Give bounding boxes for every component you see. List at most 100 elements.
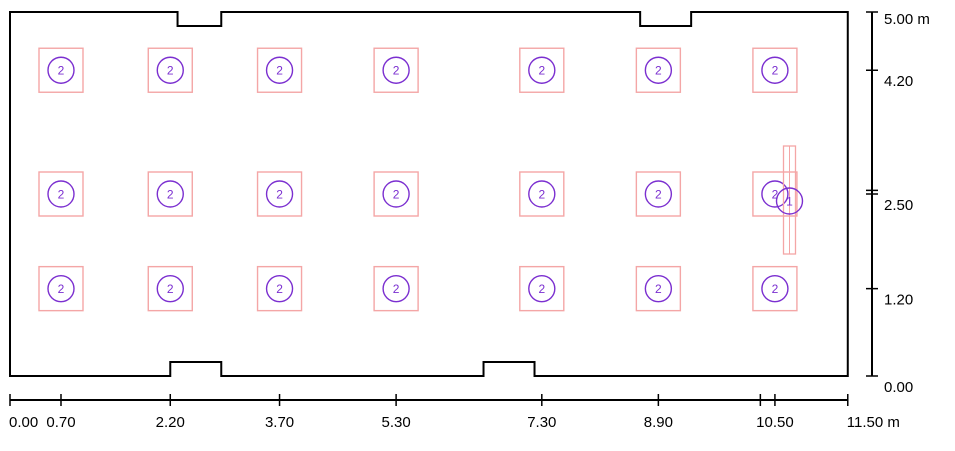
luminaire-lamp [382,56,410,84]
y-axis-label: 1.20 [884,292,913,309]
luminaire: 2 [373,47,419,93]
luminaire-housing [752,265,798,312]
luminaire-lamp [156,56,184,84]
luminaire: 2 [38,47,84,93]
luminaire-housing [147,47,193,93]
x-axis-label: 11.50 m [847,414,900,431]
luminaire-lamp [761,274,789,303]
luminaire-lamp [156,180,184,208]
luminaire-label: 2 [772,282,779,296]
luminaire-label: 2 [393,64,400,78]
luminaire-label: 2 [58,64,65,78]
luminaire-lamp [528,56,556,84]
luminaire: 2 [635,171,682,217]
luminaire-lamp [528,274,556,303]
luminaire-housing [38,265,84,312]
luminaire-housing [147,171,193,217]
luminaire-lamp [47,56,75,84]
luminaire: 2 [519,47,565,93]
luminaire-label: 2 [58,188,65,202]
luminaire-housing [373,265,419,312]
luminaire-housing [373,171,419,217]
x-axis-label: 8.90 [644,414,673,431]
luminaire: 2 [147,47,193,93]
luminaire-label: 2 [393,282,400,296]
y-axis-label: 4.20 [884,73,913,90]
luminaire-label: 2 [538,64,545,78]
extra-fixture-label: 1 [786,195,793,209]
luminaire: 2 [373,265,419,312]
luminaire-housing [38,47,84,93]
luminaire-lamp [644,274,673,303]
luminaire-layout: 2 2 2 2 2 2 22 2 2 2 2 2 22 2 2 2 2 2 21 [38,47,804,312]
luminaire-housing [519,265,565,312]
luminaire-label: 2 [167,188,174,202]
x-axis-label: 10.50 [756,414,794,431]
luminaire-label: 2 [167,64,174,78]
luminaire-lamp [47,180,75,208]
luminaire-lamp [382,274,410,303]
luminaire-label: 2 [538,188,545,202]
luminaire-label: 2 [276,64,283,78]
x-axis-label: 3.70 [265,414,294,431]
x-axis-label: 7.30 [527,414,556,431]
room-outline [9,11,849,377]
luminaire-label: 2 [167,282,174,296]
extra-fixture: 1 [775,145,804,255]
x-axis-label: 0.70 [46,414,75,431]
luminaire: 2 [519,265,565,312]
luminaire-lamp [382,180,410,208]
y-axis-label: 0.00 [884,379,913,396]
luminaire-label: 2 [772,188,779,202]
extra-fixture-lamp [775,187,804,215]
luminaire-lamp [265,274,294,303]
luminaire-housing [373,47,419,93]
luminaire-label: 2 [538,282,545,296]
luminaire: 2 [635,47,682,93]
luminaire-label: 2 [772,64,779,78]
luminaire-housing [256,265,303,312]
luminaire-label: 2 [276,188,283,202]
luminaire: 2 [752,47,798,93]
x-dimension-axis: 0.00 0.70 2.20 3.70 5.30 7.30 8.90 10.50 11.50 m [9,394,900,431]
luminaire-label: 2 [393,188,400,202]
luminaire-lamp [265,180,294,208]
luminaire: 2 [256,171,303,217]
luminaire-lamp [528,180,556,208]
luminaire-housing [635,265,682,312]
luminaire-label: 2 [655,64,662,78]
luminaire-label: 2 [58,282,65,296]
luminaire-label: 2 [276,282,283,296]
luminaire: 2 [752,265,798,312]
luminaire-lamp [644,180,673,208]
y-axis-label: 5.00 m [884,11,930,28]
luminaire: 2 [38,171,84,217]
room-wall [9,11,849,377]
luminaire-lamp [47,274,75,303]
luminaire-lamp [265,56,294,84]
luminaire-label: 2 [655,282,662,296]
luminaire-lamp [156,274,184,303]
x-axis-label: 0.00 [9,414,38,431]
luminaire-housing [147,265,193,312]
luminaire: 2 [373,171,419,217]
luminaire-housing [256,171,303,217]
luminaire-housing [635,171,682,217]
luminaire-label: 2 [655,188,662,202]
luminaire-housing [256,47,303,93]
luminaire: 2 [519,171,565,217]
luminaire-housing [38,171,84,217]
luminaire: 2 [147,265,193,312]
luminaire: 2 [256,265,303,312]
luminaire: 2 [147,171,193,217]
luminaire: 2 [38,265,84,312]
luminaire-housing [519,47,565,93]
y-axis-label: 2.50 [884,197,913,214]
luminaire-lamp [761,180,789,208]
luminaire: 2 [635,265,682,312]
luminaire-housing [752,47,798,93]
x-axis-label: 2.20 [156,414,185,431]
luminaire-lamp [761,56,789,84]
luminaire-housing [635,47,682,93]
